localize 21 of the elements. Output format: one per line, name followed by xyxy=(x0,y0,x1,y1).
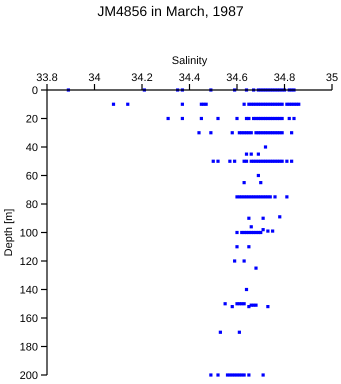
y-tick-label: 40 xyxy=(26,142,38,154)
x-tick-label: 34.4 xyxy=(178,72,200,84)
y-tick-label: 0 xyxy=(32,84,38,97)
x-axis-title: Salinity xyxy=(172,55,208,67)
y-tick-label: 20 xyxy=(26,113,38,126)
y-tick-label: 60 xyxy=(26,170,38,182)
y-axis-title: Depth [m] xyxy=(3,208,15,256)
y-tick-label: 140 xyxy=(20,284,38,296)
y-tick-label: 160 xyxy=(20,312,38,325)
x-tick-label: 35 xyxy=(326,72,338,84)
x-tick-label: 34.6 xyxy=(226,72,248,84)
x-tick-label: 33.8 xyxy=(36,72,58,84)
x-tick-label: 34 xyxy=(88,72,101,84)
x-tick-label: 34.8 xyxy=(274,72,296,84)
y-tick-label: 180 xyxy=(20,341,38,354)
y-tick-label: 200 xyxy=(20,370,38,382)
x-tick-label: 34.2 xyxy=(131,72,153,84)
y-tick-label: 80 xyxy=(26,198,38,211)
y-tick-label: 120 xyxy=(20,256,38,268)
y-tick-label: 100 xyxy=(20,227,38,240)
chart-title: JM4856 in March, 1987 xyxy=(97,3,244,19)
